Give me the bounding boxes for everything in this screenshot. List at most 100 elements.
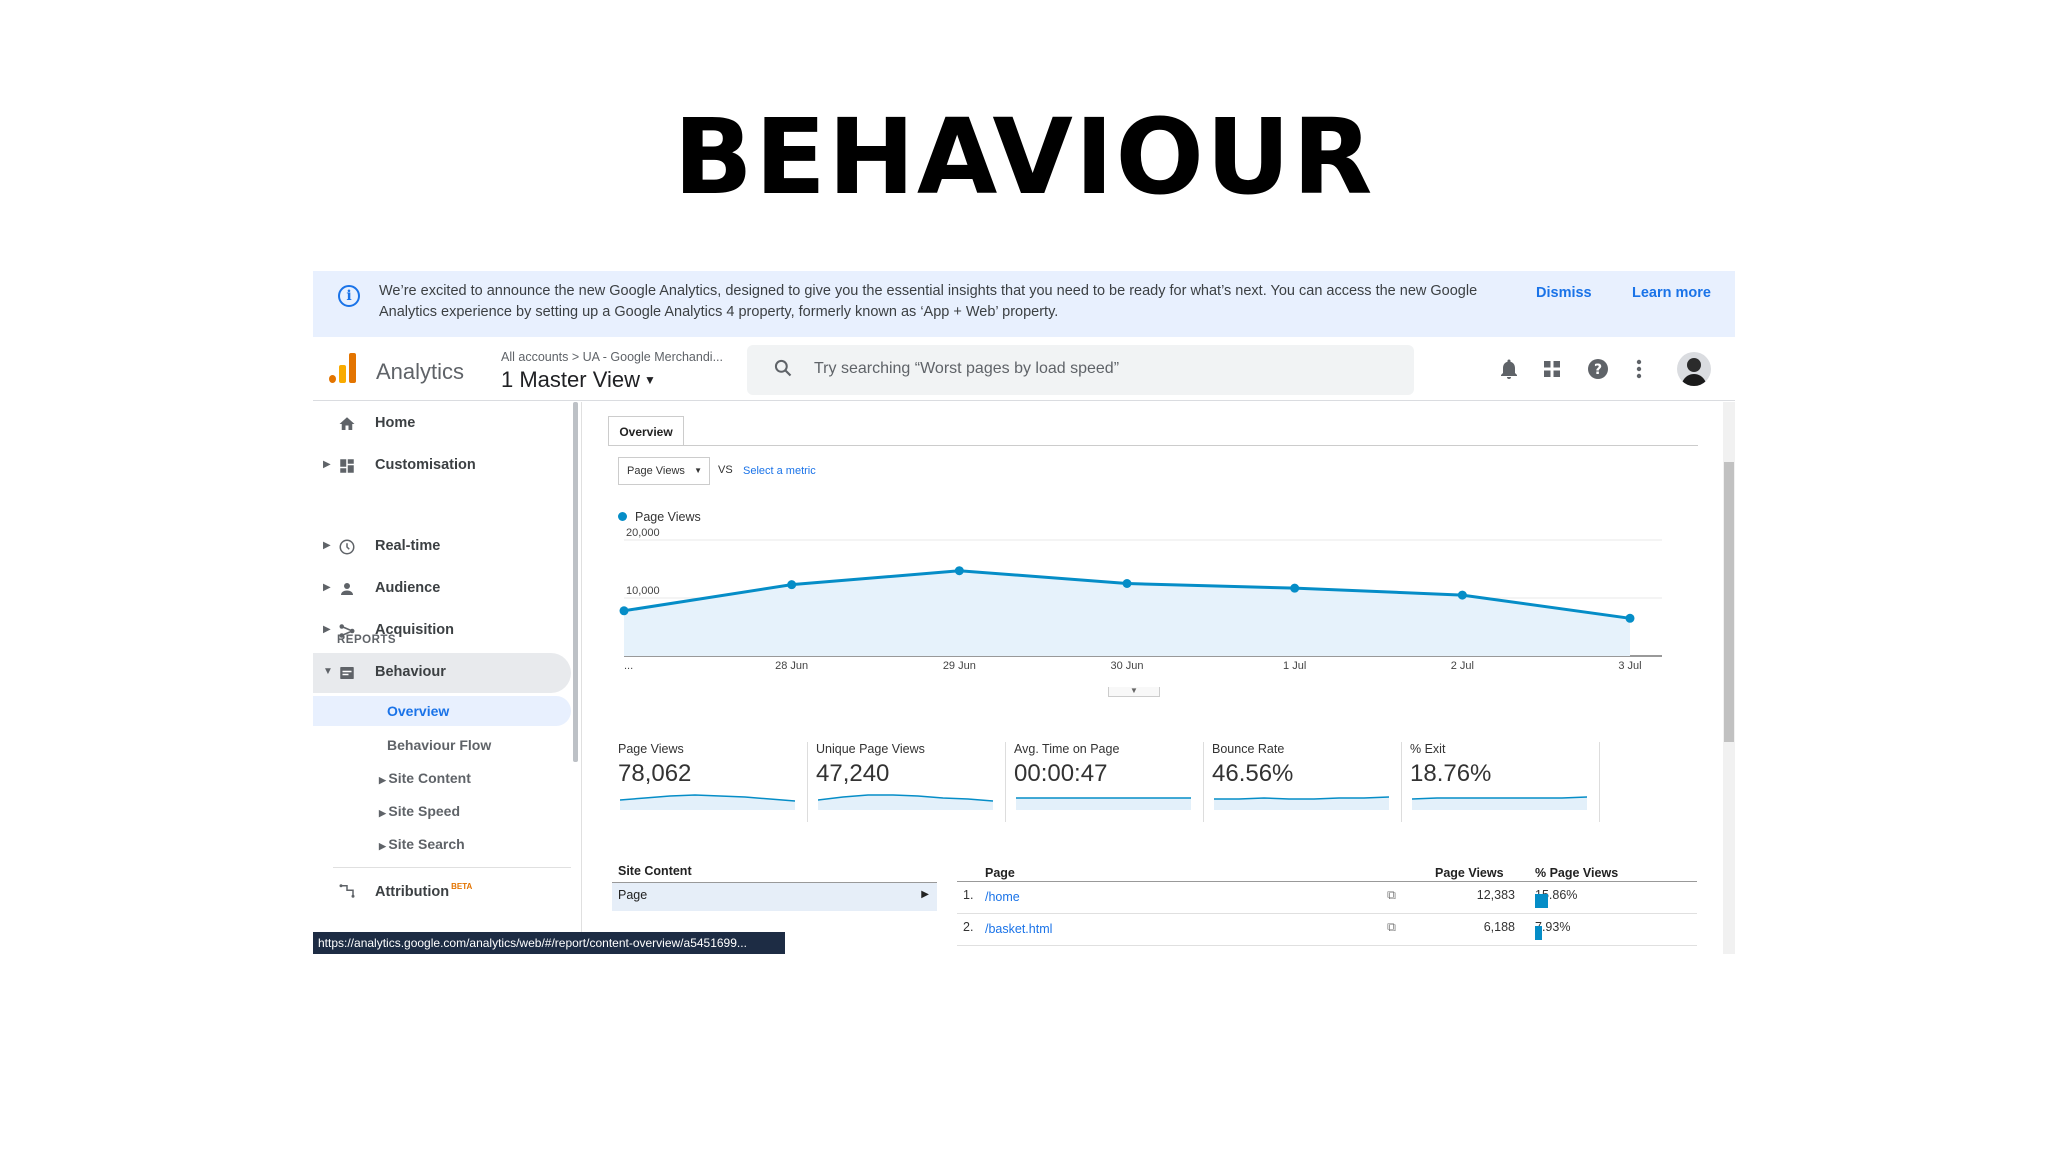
data-point	[1457, 590, 1467, 600]
sidebar-item-audience[interactable]: ▶ Audience	[313, 569, 571, 609]
dismiss-button[interactable]: Dismiss	[1536, 285, 1592, 301]
avatar[interactable]	[1677, 352, 1711, 386]
more-vert-icon[interactable]	[1627, 357, 1651, 381]
site-content-heading: Site Content	[612, 860, 937, 883]
sidebar-item-site-content[interactable]: ▶ Site Content	[379, 770, 471, 786]
pct-cell: 7.93%	[1535, 920, 1570, 940]
select-metric-link[interactable]: Select a metric	[743, 465, 816, 477]
analytics-screenshot: i We’re excited to announce the new Goog…	[313, 271, 1735, 954]
page-views-value: 6,188	[1483, 920, 1515, 934]
legend-swatch	[618, 512, 627, 521]
help-icon[interactable]: ?	[1586, 357, 1610, 381]
sidebar-item-label: Real-time	[375, 538, 441, 554]
sidebar-item-acquisition[interactable]: ▶ Acquisition	[313, 611, 571, 651]
legend-label: Page Views	[635, 510, 701, 524]
divider	[333, 867, 571, 868]
divider	[1005, 742, 1006, 822]
metric-card[interactable]: % Exit 18.76%	[1410, 742, 1600, 822]
row-rank: 2.	[963, 920, 974, 934]
sidebar-item-label: Home	[375, 415, 416, 431]
sidebar-item-realtime[interactable]: ▶ Real-time	[313, 527, 571, 567]
sidebar-item-attribution[interactable]: Attribution BETA	[313, 871, 571, 911]
acquisition-icon	[339, 624, 355, 638]
clock-icon	[339, 539, 355, 555]
metric-card[interactable]: Page Views 78,062	[618, 742, 808, 822]
sparkline-area	[1214, 797, 1389, 810]
expand-arrow-icon: ▶	[379, 841, 389, 851]
metric-title: Bounce Rate	[1212, 742, 1285, 756]
pct-cell: 15.86%	[1535, 888, 1577, 908]
x-tick-label: 3 Jul	[1618, 660, 1641, 672]
sidebar-item-site-search[interactable]: ▶ Site Search	[379, 836, 465, 852]
sidebar-item-label: Acquisition	[375, 622, 454, 638]
person-icon	[341, 583, 353, 595]
metric-title: % Exit	[1410, 742, 1446, 756]
open-page-icon[interactable]: ⧉	[1387, 920, 1396, 934]
vs-label: VS	[718, 464, 733, 476]
y-tick-label: 10,000	[626, 585, 660, 597]
bell-icon[interactable]	[1497, 357, 1521, 381]
attribution-icon	[339, 884, 355, 898]
metric-selector[interactable]: Page Views ▼	[618, 457, 710, 485]
sidebar-item-behaviour-flow[interactable]: Behaviour Flow	[387, 737, 492, 753]
x-tick-label: 1 Jul	[1283, 660, 1306, 672]
sparkline-area	[1412, 797, 1587, 810]
page-link[interactable]: /basket.html	[985, 922, 1053, 936]
sidebar-item-overview[interactable]: Overview	[313, 696, 571, 726]
banner-message: We’re excited to announce the new Google…	[379, 283, 1478, 320]
chart-collapse-icon[interactable]: ▼	[1108, 687, 1160, 697]
sparkline-line	[818, 794, 994, 802]
apps-grid-icon[interactable]	[1540, 357, 1564, 381]
expand-arrow-icon: ▶	[379, 775, 389, 785]
page-views-value: 12,383	[1476, 888, 1515, 902]
metric-title: Unique Page Views	[816, 742, 925, 756]
collapse-arrow-icon: ▼	[323, 666, 333, 677]
metric-card[interactable]: Bounce Rate 46.56%	[1212, 742, 1402, 822]
sidebar-item-customisation[interactable]: ▶ Customisation	[313, 446, 571, 486]
sidebar-scrollbar[interactable]	[573, 402, 578, 762]
data-point	[1122, 579, 1132, 588]
metric-card[interactable]: Avg. Time on Page 00:00:47	[1014, 742, 1204, 822]
status-bar-url: https://analytics.google.com/analytics/w…	[313, 932, 785, 954]
sparkline	[1412, 796, 1588, 810]
sparkline	[1016, 797, 1191, 810]
column-header-pct-page-views: % Page Views	[1535, 866, 1619, 880]
data-point	[787, 580, 797, 590]
behaviour-icon	[340, 667, 354, 679]
x-tick-label: ...	[624, 660, 633, 672]
beta-badge: BETA	[451, 882, 473, 891]
row-rank: 1.	[963, 888, 974, 902]
page-views-chart: 20,000 10,000... 28 Jun 29 Jun 30 Jun 1 Jul 2 …	[619, 527, 1662, 672]
main-scrollbar[interactable]	[1723, 402, 1735, 954]
site-content-page-row[interactable]: Page ▶	[612, 883, 937, 911]
site-content-page-label: Page	[618, 888, 648, 902]
sidebar-item-behaviour[interactable]: ▼ Behaviour	[313, 653, 571, 693]
open-page-icon[interactable]: ⧉	[1387, 888, 1396, 902]
y-tick-label: 20,000	[626, 527, 660, 539]
expand-arrow-icon: ▶	[323, 582, 331, 593]
scroll-thumb[interactable]	[1724, 462, 1734, 742]
page-link[interactable]: /home	[985, 890, 1020, 904]
column-header-page-views: Page Views	[1435, 866, 1504, 880]
metric-value: 18.76%	[1410, 760, 1492, 787]
sidebar-item-label: Site Speed	[388, 803, 461, 819]
dashboard-icon	[340, 459, 354, 473]
view-selector[interactable]: 1 Master View ▼	[501, 367, 656, 393]
sparkline	[620, 794, 796, 810]
sparkline-area	[620, 795, 795, 810]
view-name: 1 Master View	[501, 367, 640, 392]
metric-card[interactable]: Unique Page Views 47,240	[816, 742, 1006, 822]
sidebar-item-site-speed[interactable]: ▶ Site Speed	[379, 803, 460, 819]
sidebar-item-label: Attribution BETA	[375, 882, 472, 900]
sidebar-item-label: Overview	[387, 703, 450, 719]
svg-text:?: ?	[1594, 362, 1602, 378]
sidebar: Home ▶ Customisation REPORTS ▶ Real-time…	[313, 402, 577, 954]
site-content-table: Site Content Page ▶	[612, 860, 937, 911]
tab-overview[interactable]: Overview	[608, 416, 684, 446]
sidebar-item-home[interactable]: Home	[313, 404, 571, 444]
slide-title: BEHAVIOUR	[673, 96, 1375, 218]
search-bar[interactable]: Try searching “Worst pages by load speed…	[747, 345, 1414, 395]
sparkline	[1214, 796, 1390, 810]
learn-more-link[interactable]: Learn more	[1632, 285, 1711, 301]
account-breadcrumb[interactable]: All accounts > UA - Google Merchandi...	[501, 350, 723, 364]
